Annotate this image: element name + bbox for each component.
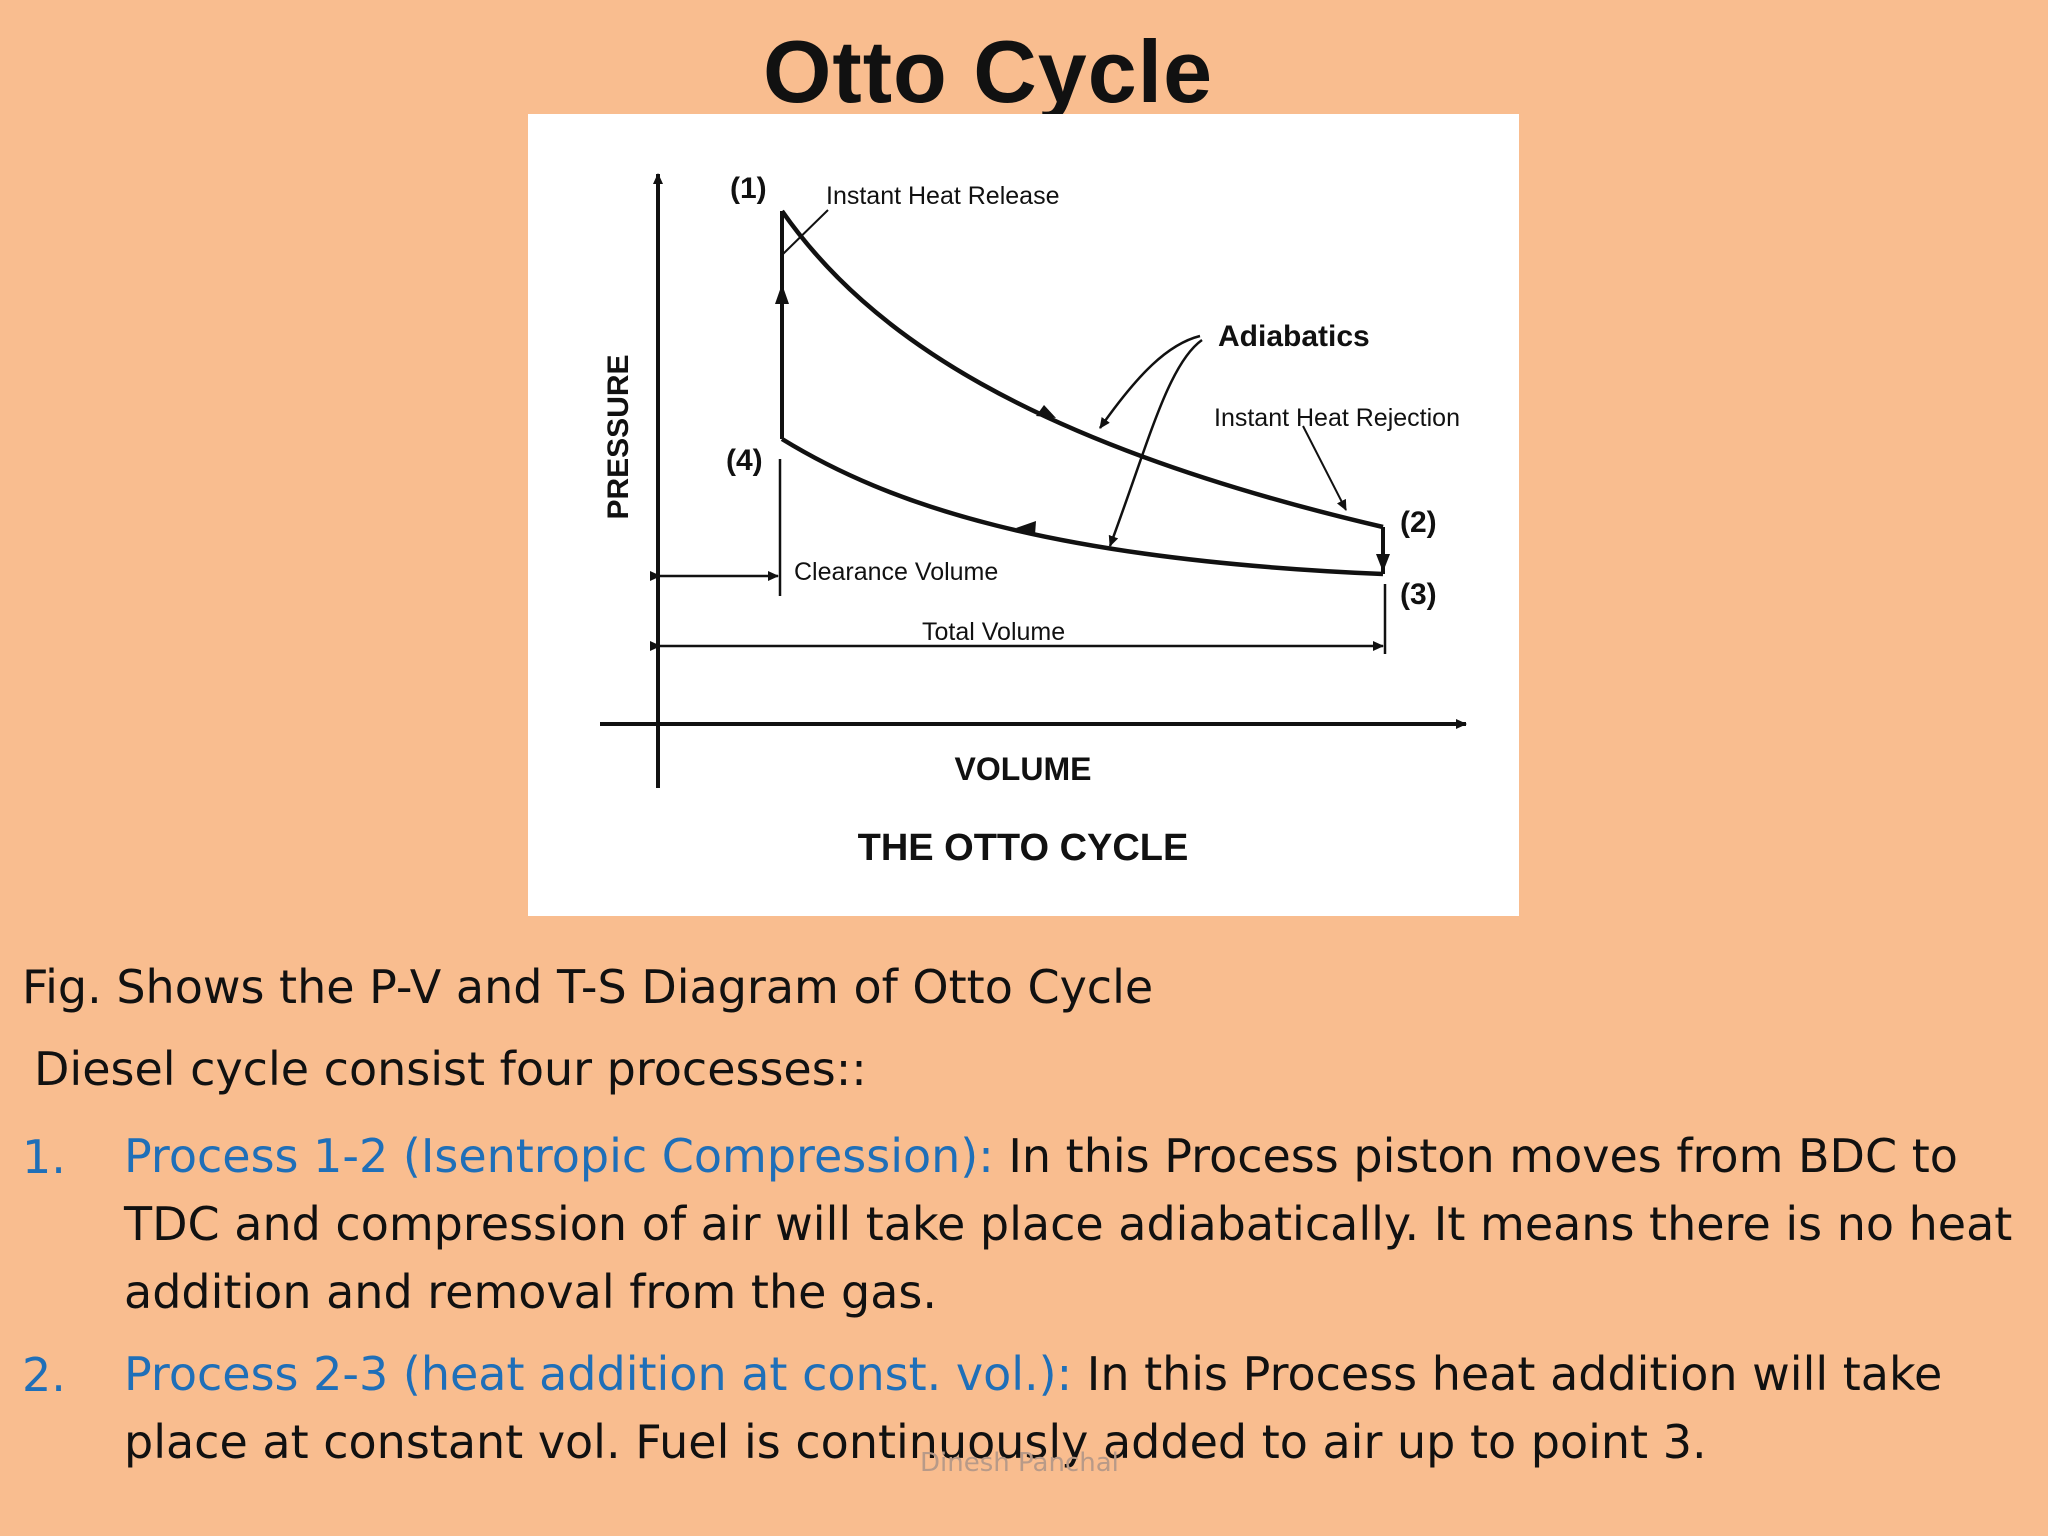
total-volume-label: Total Volume [922, 618, 1065, 646]
y-axis-label: PRESSURE [602, 354, 635, 519]
clearance-volume-label: Clearance Volume [794, 558, 998, 586]
point-1-label: (1) [730, 172, 767, 205]
item-text-block: Process 2-3 (heat addition at const. vol… [124, 1340, 2048, 1476]
item-heading: Process 1-2 (Isentropic Compression): [124, 1129, 994, 1183]
arrow-left-icon [1016, 521, 1036, 535]
arrow-up-icon [775, 284, 789, 304]
x-axis-label: VOLUME [955, 751, 1092, 787]
point-2-label: (2) [1400, 506, 1437, 539]
heat-rejection-leader [1302, 425, 1347, 511]
instant-heat-release-label: Instant Heat Release [826, 182, 1059, 210]
item-text-block: Process 1-2 (Isentropic Compression): In… [124, 1122, 2048, 1326]
item-body: In this Process piston moves from BDC to… [124, 1129, 2013, 1319]
instant-heat-rejection-label: Instant Heat Rejection [1214, 404, 1460, 432]
point-4-label: (4) [726, 444, 763, 477]
pv-diagram: (1) (4) (2) (3) Instant Heat Release Adi… [528, 114, 1519, 916]
point-3-label: (3) [1400, 578, 1437, 611]
item-body: In this Process heat addition will take … [124, 1347, 1943, 1469]
pv-diagram-svg: (1) (4) (2) (3) Instant Heat Release Adi… [600, 172, 1467, 869]
compression-adiabatic-curve [780, 437, 1384, 577]
watermark: Dinesh Panchal [920, 1448, 1119, 1478]
intro-text: Diesel cycle consist four processes:: [34, 1042, 867, 1096]
figure-description: Fig. Shows the P-V and T-S Diagram of Ot… [22, 960, 1154, 1014]
heat-release-leader [782, 209, 829, 255]
item-number: 2. [22, 1348, 66, 1402]
item-heading: Process 2-3 (heat addition at const. vol… [124, 1347, 1073, 1401]
arrow-down-icon [1376, 554, 1390, 572]
expansion-adiabatic-curve [780, 209, 1384, 530]
adiabatics-leader-lower [1108, 338, 1203, 547]
figure-caption: THE OTTO CYCLE [858, 827, 1189, 869]
arrow-down-right-icon [1036, 405, 1056, 418]
item-number: 1. [22, 1130, 66, 1184]
adiabatics-leader-upper [1098, 334, 1201, 429]
adiabatics-label: Adiabatics [1218, 320, 1370, 353]
slide-title: Otto Cycle [762, 22, 1214, 121]
